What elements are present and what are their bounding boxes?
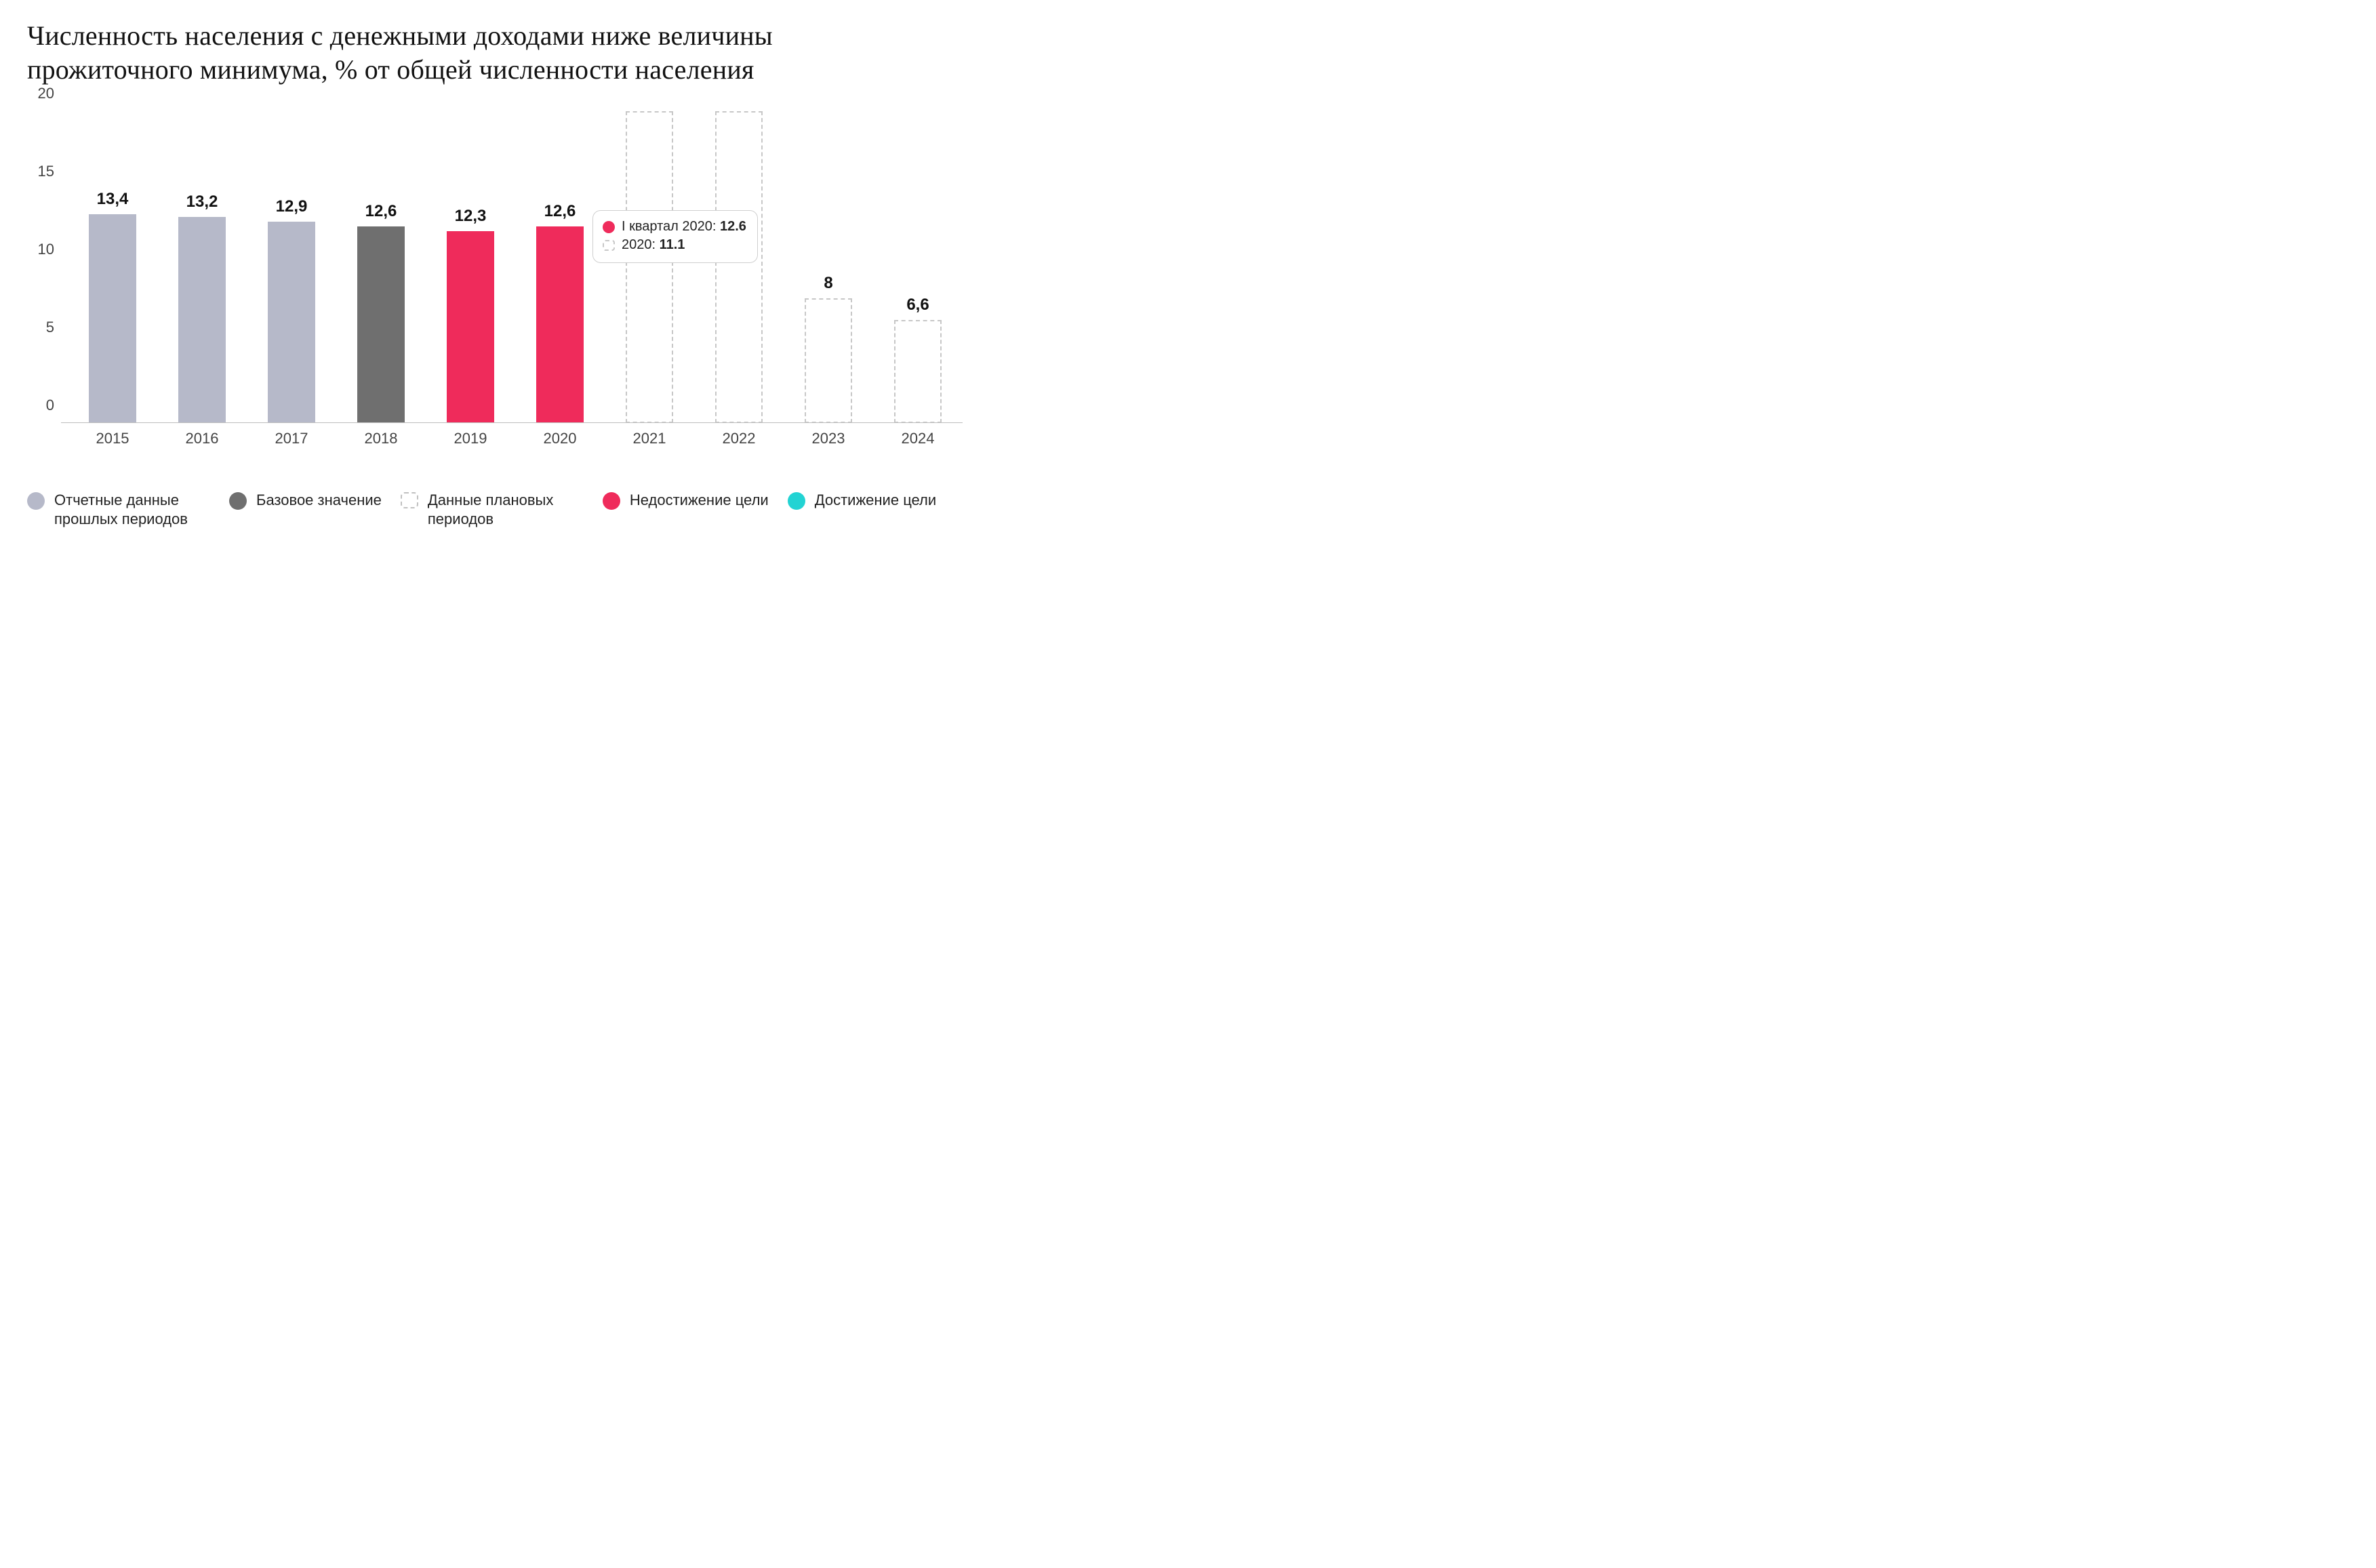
legend-item: Базовое значение (229, 491, 382, 510)
bar[interactable] (89, 214, 136, 423)
legend-item: Данные плановых периодов (401, 491, 584, 528)
dot-icon (603, 221, 615, 233)
x-tick-label: 2018 (336, 430, 426, 447)
x-tick-label: 2017 (247, 430, 336, 447)
tooltip-row: I квартал 2020: 12.6 (603, 218, 746, 236)
x-tick-label: 2024 (873, 430, 963, 447)
tooltip: I квартал 2020: 12.62020: 11.1 (592, 210, 758, 263)
tooltip-row: 2020: 11.1 (603, 236, 746, 254)
hit-swatch-icon (788, 492, 805, 510)
x-tick-label: 2022 (694, 430, 784, 447)
legend-item: Недостижение цели (603, 491, 769, 510)
tooltip-text: I квартал 2020: 12.6 (622, 218, 746, 236)
y-tick: 5 (46, 319, 54, 336)
x-tick-label: 2016 (157, 430, 247, 447)
legend: Отчетные данные прошлых периодов Базовое … (27, 491, 963, 528)
y-axis: 05101520 (27, 111, 68, 423)
chart-title: Численность населения с денежными дохода… (27, 19, 908, 87)
bar-value-label: 13,2 (186, 193, 218, 212)
bar-value-label: 8 (824, 274, 832, 293)
bar[interactable] (268, 222, 315, 423)
bar-slot (694, 111, 784, 423)
bar-value-label: 12,6 (544, 202, 576, 221)
y-tick: 0 (46, 397, 54, 414)
legend-item: Отчетные данные прошлых периодов (27, 491, 210, 528)
bar-slot: 12,3 (426, 111, 515, 423)
chart: 05101520 13,413,212,912,612,312,686,6 I … (27, 111, 963, 450)
tooltip-text: 2020: 11.1 (622, 236, 685, 254)
bar-value-label: 6,6 (906, 296, 929, 315)
x-tick-label: 2023 (784, 430, 873, 447)
bar-value-label: 13,4 (97, 190, 129, 209)
bar[interactable] (536, 226, 584, 423)
bar-slot (605, 111, 694, 423)
bar[interactable] (447, 231, 494, 423)
legend-label: Данные плановых периодов (428, 491, 584, 528)
bar-value-label: 12,9 (276, 197, 308, 216)
legend-label: Отчетные данные прошлых периодов (54, 491, 210, 528)
legend-label: Недостижение цели (630, 491, 769, 510)
plan-bar (894, 320, 942, 423)
bar-slot: 12,6 (515, 111, 605, 423)
legend-item: Достижение цели (788, 491, 936, 510)
x-tick-label: 2020 (515, 430, 605, 447)
x-tick-label: 2015 (68, 430, 157, 447)
bar[interactable] (357, 226, 405, 423)
bar-value-label: 12,3 (455, 207, 487, 226)
bar-slot: 13,2 (157, 111, 247, 423)
x-axis-labels: 2015201620172018201920202021202220232024 (68, 423, 963, 450)
bar[interactable] (178, 217, 226, 423)
bar-value-label: 12,6 (365, 202, 397, 221)
bar-slot: 8 (784, 111, 873, 423)
x-tick-label: 2019 (426, 430, 515, 447)
plan-bar (626, 111, 673, 423)
bar-slot: 13,4 (68, 111, 157, 423)
y-tick: 15 (38, 163, 54, 180)
legend-label: Достижение цели (815, 491, 936, 510)
plan-bar (805, 298, 852, 423)
base-swatch-icon (229, 492, 247, 510)
chart-page: Численность населения с денежными дохода… (0, 0, 990, 555)
miss-swatch-icon (603, 492, 620, 510)
plan-bar (715, 111, 763, 423)
bar-slot: 6,6 (873, 111, 963, 423)
bar-slot: 12,6 (336, 111, 426, 423)
x-tick-label: 2021 (605, 430, 694, 447)
legend-label: Базовое значение (256, 491, 382, 510)
plan-swatch-icon (401, 492, 418, 508)
plot-area: 13,4 13,2 12,9 12,6 12,3 12,6 8 6,6 I квартал 2… (68, 111, 963, 423)
dashed-box-icon (603, 240, 615, 251)
historical-swatch-icon (27, 492, 45, 510)
bars-layer: 13,4 13,2 12,9 12,6 12,3 12,6 8 6,6 (68, 111, 963, 423)
y-tick: 10 (38, 241, 54, 258)
y-tick: 20 (38, 85, 54, 102)
bar-slot: 12,9 (247, 111, 336, 423)
